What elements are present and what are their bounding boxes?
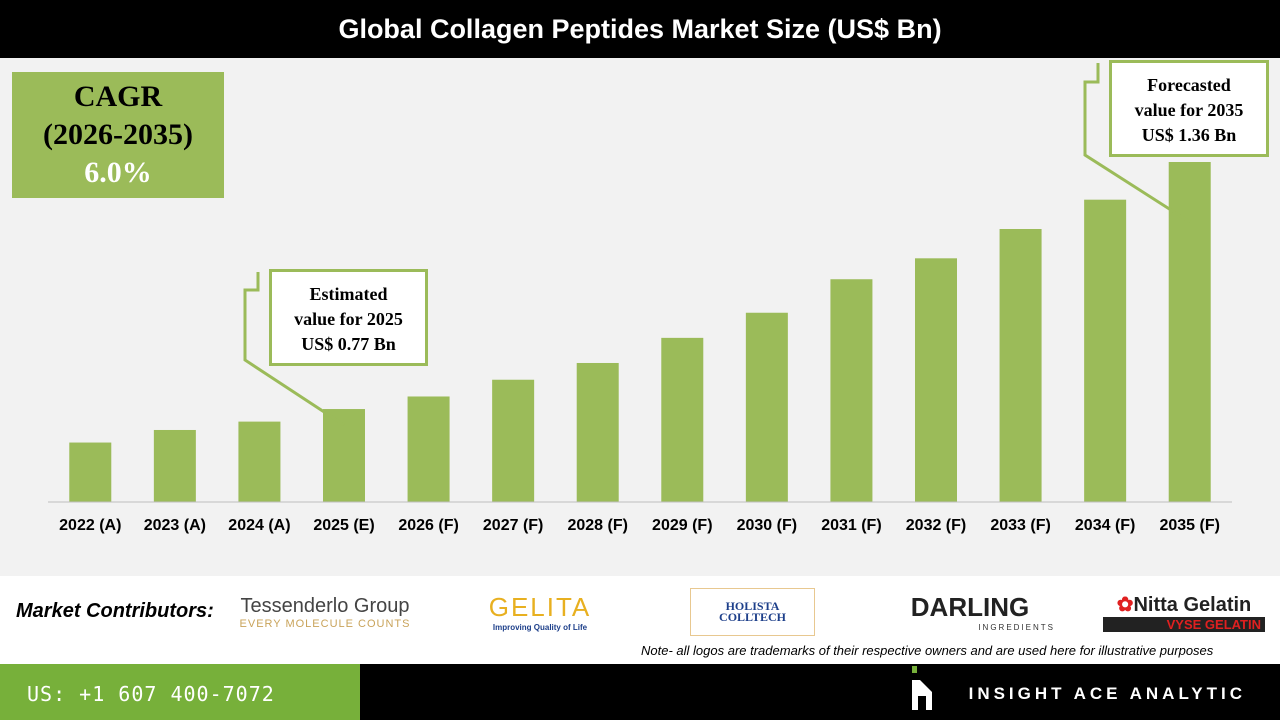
x-tick-label: 2033 (F) [990,517,1050,534]
x-tick-label: 2026 (F) [398,517,458,534]
bar [153,429,196,502]
chart-title: Global Collagen Peptides Market Size (US… [0,0,1280,58]
brand-logo-icon [912,666,932,710]
brand-name: INSIGHT ACE ANALYTIC [968,684,1246,703]
x-tick-label: 2031 (F) [821,517,881,534]
cagr-value: 6.0% [84,156,152,189]
bar [69,442,112,502]
nitta-icon: ✿ [1116,594,1134,616]
logo-text: GELITA [488,592,592,622]
x-tick-label: 2028 (F) [567,517,627,534]
forecast-leader-line [1083,63,1191,224]
bar [745,312,788,502]
callout-line: US$ 0.77 Bn [301,334,396,354]
bar [1084,199,1127,502]
logo-tagline: EVERY MOLECULE COUNTS [239,617,411,630]
callout-line: US$ 1.36 Bn [1141,125,1237,145]
x-tick-label: 2035 (F) [1159,517,1219,534]
estimated-callout: Estimated value for 2025 US$ 0.77 Bn [269,269,428,366]
callout-line: Forecasted [1147,75,1231,95]
x-tick-label: 2032 (F) [906,517,966,534]
bar [492,379,535,502]
cagr-label: CAGR [73,80,163,113]
logo-text: HOLISTA COLLTECH [719,599,786,624]
logo-tessenderlo: Tessenderlo Group EVERY MOLECULE COUNTS [230,588,420,636]
bar-chart: 2022 (A) 2023 (A) 2024 (A) 2025 (E) 2026 (F)… [48,63,1232,534]
x-tick-label: 2029 (F) [652,517,712,534]
bar [576,362,619,502]
logo-holista: HOLISTA COLLTECH [690,588,815,636]
logo-tagline: VYSE GELATIN [1103,617,1265,632]
logo-tagline: INGREDIENTS [978,623,1055,632]
bar [661,337,704,502]
bar [999,228,1042,503]
bar [915,258,957,502]
bar [1168,162,1211,502]
logo-text: Nitta Gelatin [1133,594,1252,616]
logo-tagline: Improving Quality of Life [492,623,588,632]
x-tick-label: 2030 (F) [737,517,797,534]
logo-text: Tessenderlo Group [240,594,410,617]
x-tick-label: 2022 (A) [59,517,121,534]
trademark-note: Note- all logos are trademarks of their … [641,643,1214,658]
bar [830,279,873,502]
callout-line: value for 2025 [294,309,403,329]
estimated-leader-line [243,272,345,427]
forecast-callout: Forecasted value for 2035 US$ 1.36 Bn [1109,60,1269,157]
contributors-label: Market Contributors: [16,600,214,622]
logo-nitta: ✿Nitta Gelatin VYSE GELATIN [1103,588,1265,636]
logo-text: DARLING [910,592,1030,622]
bar [238,421,281,502]
callout-line: Estimated [309,284,388,304]
x-tick-label: 2025 (E) [313,517,374,534]
logo-gelita: GELITA Improving Quality of Life [480,588,600,636]
x-tick-label: 2023 (A) [144,517,206,534]
x-tick-label: 2027 (F) [483,517,543,534]
cagr-period: (2026-2035) [43,118,193,151]
x-tick-label: 2034 (F) [1075,517,1135,534]
x-tick-label: 2024 (A) [228,517,290,534]
logo-darling: DARLING INGREDIENTS [885,588,1055,636]
cagr-box: CAGR (2026-2035) 6.0% [12,72,224,198]
callout-line: value for 2035 [1134,100,1244,120]
footer-bar [360,664,1280,720]
phone-number: US: +1 607 400-7072 [0,664,360,720]
bar [323,409,365,502]
bar [407,396,450,502]
